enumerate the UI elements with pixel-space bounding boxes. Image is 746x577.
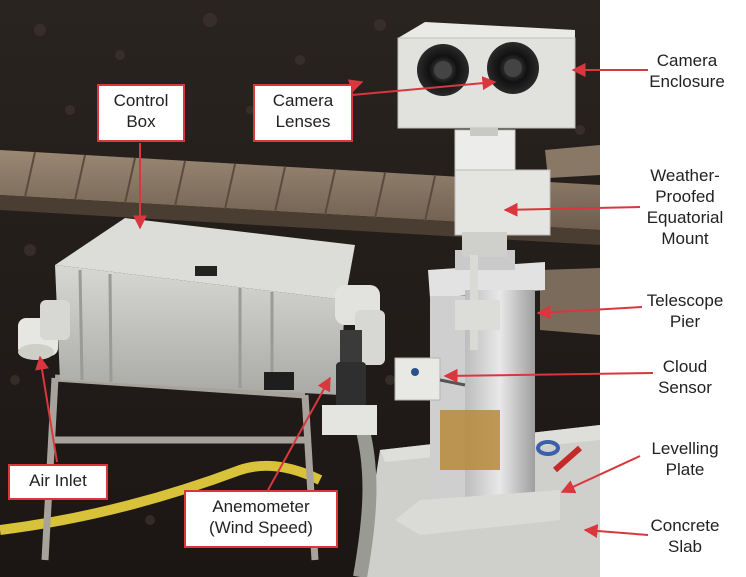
equatorial-mount bbox=[454, 129, 551, 350]
cloud-sensor-label: Cloud Sensor bbox=[658, 357, 712, 397]
tools bbox=[536, 440, 582, 473]
camera-lenses-label: Camera Lenses bbox=[253, 84, 353, 142]
equatorial-mount-label: Weather- Proofed Equatorial Mount bbox=[646, 166, 724, 248]
concrete-slab-label: Concrete Slab bbox=[650, 516, 720, 556]
camera-enclosure-label: Camera Enclosure bbox=[649, 51, 725, 91]
telescope-pier bbox=[395, 250, 560, 535]
cloud-sensor bbox=[394, 357, 466, 401]
telescope-pier-label: Telescope Pier bbox=[646, 291, 724, 331]
control-box-label: Control Box bbox=[97, 84, 185, 142]
control-box bbox=[55, 218, 355, 395]
wooden-boardwalk bbox=[0, 145, 600, 335]
hose bbox=[353, 417, 377, 577]
yellow-strap bbox=[0, 460, 323, 535]
levelling-plate-label: Levelling Plate bbox=[651, 439, 719, 479]
white-margin bbox=[600, 0, 746, 577]
air-inlet-label: Air Inlet bbox=[8, 464, 108, 500]
anemometer bbox=[322, 330, 377, 435]
camera-enclosure bbox=[397, 22, 576, 136]
box-pipe-elbow bbox=[335, 285, 385, 365]
anemometer-label: Anemometer (Wind Speed) bbox=[184, 490, 338, 548]
